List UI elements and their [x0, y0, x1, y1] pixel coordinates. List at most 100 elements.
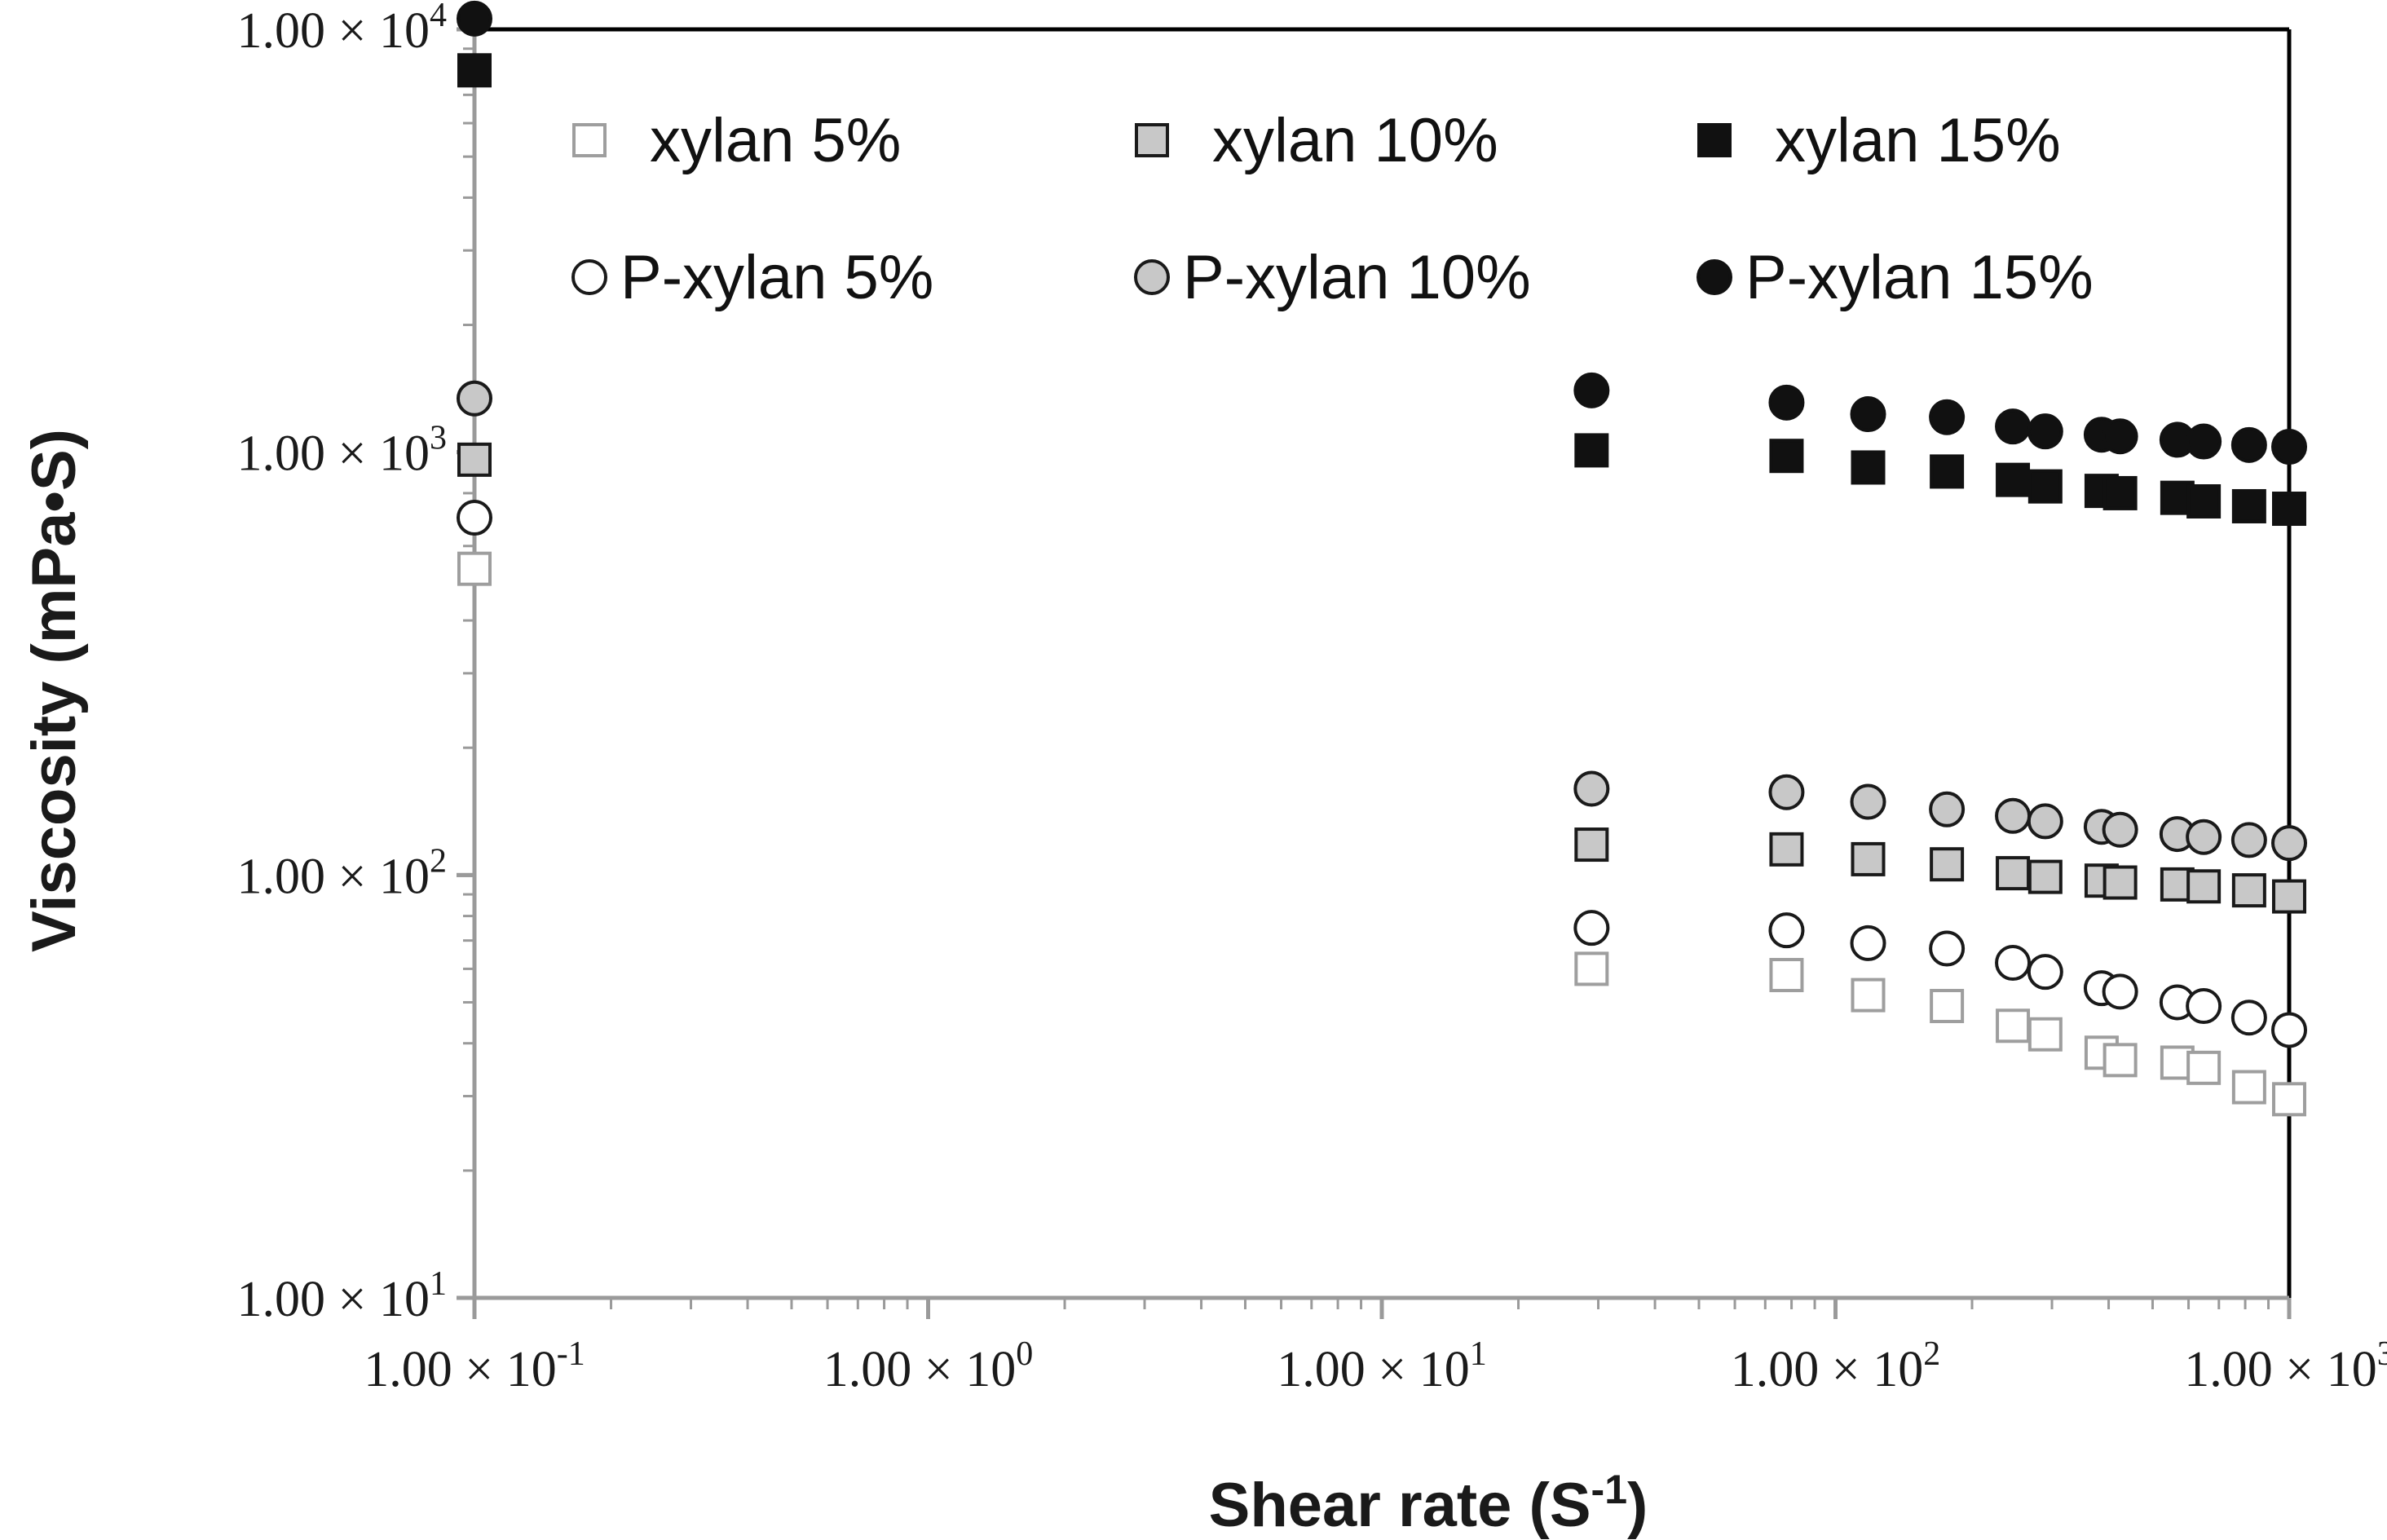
data-point [2273, 430, 2305, 463]
data-point [1997, 410, 2029, 443]
data-point [1771, 834, 1802, 865]
x-axis-title: Shear rate (S-1) [1209, 1467, 1648, 1540]
axis-ticks [457, 29, 2289, 1319]
legend: xylan 5% xylan 10% xylan 15% P-xylan 5% P-xy… [573, 106, 2094, 312]
data-point [2187, 426, 2220, 458]
data-point [1930, 793, 1963, 826]
plot-frame [474, 29, 2289, 1298]
data-point [2104, 420, 2137, 452]
data-point [459, 554, 490, 585]
data-point [1997, 858, 2028, 889]
legend-marker [574, 125, 605, 156]
data-point [459, 55, 490, 86]
data-point [2029, 955, 2062, 988]
data-point [2273, 1013, 2305, 1046]
legend-item: P-xylan 15% [1698, 243, 2094, 312]
y-tick-label: 1.00 × 102 [237, 842, 447, 904]
data-point [1930, 933, 1963, 965]
data-point [2233, 1001, 2266, 1034]
data-point [1771, 440, 1802, 471]
x-tick-label: 1.00 × 103 [2184, 1335, 2387, 1397]
data-point [2187, 821, 2220, 854]
data-point [1997, 947, 2029, 979]
legend-marker [573, 261, 606, 293]
data-point [2188, 486, 2219, 517]
data-point [2030, 471, 2061, 502]
legend-marker [1136, 261, 1168, 293]
data-point [1852, 927, 1885, 960]
data-point [459, 444, 490, 475]
legend-marker [1698, 261, 1731, 293]
data-point [1997, 465, 2028, 496]
data-point [1931, 456, 1962, 487]
data-point [1770, 776, 1802, 809]
data-point [2273, 827, 2305, 859]
legend-marker [1699, 125, 1730, 156]
data-point [1853, 844, 1884, 875]
y-tick-label: 1.00 × 103 [237, 420, 447, 482]
series-p-xylan-15- [458, 2, 2305, 463]
data-point [1576, 953, 1607, 984]
data-point [2233, 823, 2266, 856]
data-point [2274, 881, 2305, 912]
data-point [2104, 975, 2137, 1008]
data-point [1931, 849, 1962, 880]
legend-label: P-xylan 15% [1745, 243, 2094, 312]
data-point [2105, 1044, 2136, 1075]
data-point [1997, 800, 2029, 832]
legend-item: xylan 10% [1136, 106, 1498, 175]
data-point [1770, 914, 1802, 947]
y-tick-label: 1.00 × 101 [237, 1265, 447, 1327]
viscosity-chart: 1.00 × 10-1 1.00 × 100 1.00 × 101 1.00 × 10… [0, 0, 2387, 1540]
data-point [2274, 493, 2305, 524]
data-point [2188, 1052, 2219, 1083]
series-xylan-10- [459, 444, 2305, 912]
legend-label: P-xylan 10% [1183, 243, 1531, 312]
legend-label: xylan 5% [650, 106, 901, 175]
data-point [2274, 1083, 2305, 1114]
data-point [1853, 452, 1884, 483]
data-point [1576, 829, 1607, 860]
data-point [2187, 990, 2220, 1022]
series-xylan-5- [459, 554, 2305, 1115]
legend-label: xylan 10% [1212, 106, 1498, 175]
legend-label: xylan 15% [1775, 106, 2061, 175]
data-point [1930, 401, 1963, 434]
data-point [1997, 1010, 2028, 1041]
x-tick-label: 1.00 × 101 [1277, 1335, 1486, 1397]
data-point [1575, 772, 1608, 805]
series-p-xylan-10- [458, 382, 2305, 859]
legend-label: P-xylan 5% [620, 243, 933, 312]
data-point [1771, 960, 1802, 991]
data-point [2104, 814, 2137, 846]
legend-item: P-xylan 10% [1136, 243, 1531, 312]
data-point [2233, 429, 2266, 461]
data-point [458, 382, 491, 415]
legend-item: xylan 15% [1699, 106, 2061, 175]
data-point [1576, 435, 1607, 466]
data-point [2029, 415, 2062, 448]
data-point [1852, 398, 1885, 430]
x-tick-label: 1.00 × 102 [1731, 1335, 1940, 1397]
data-point [2234, 875, 2265, 906]
data-point [1770, 386, 1802, 419]
data-point [2234, 1072, 2265, 1103]
y-tick-label: 1.00 × 104 [237, 0, 447, 59]
series-p-xylan-5- [458, 501, 2305, 1046]
data-point [1575, 911, 1608, 944]
legend-marker [1136, 125, 1167, 156]
data-point [1931, 991, 1962, 1022]
data-point [2105, 867, 2136, 898]
data-point [2105, 478, 2136, 509]
data-point [2030, 1019, 2061, 1050]
data-point [2234, 491, 2265, 522]
x-tick-label: 1.00 × 100 [823, 1335, 1033, 1397]
legend-item: P-xylan 5% [573, 243, 933, 312]
data-point [1575, 374, 1608, 407]
data-point [1852, 786, 1885, 819]
x-tick-label: 1.00 × 10-1 [364, 1335, 585, 1397]
data-point [2029, 805, 2062, 837]
legend-item: xylan 5% [574, 106, 901, 175]
data-point [2188, 871, 2219, 902]
tick-labels: 1.00 × 10-1 1.00 × 100 1.00 × 101 1.00 × 10… [237, 0, 2387, 1397]
